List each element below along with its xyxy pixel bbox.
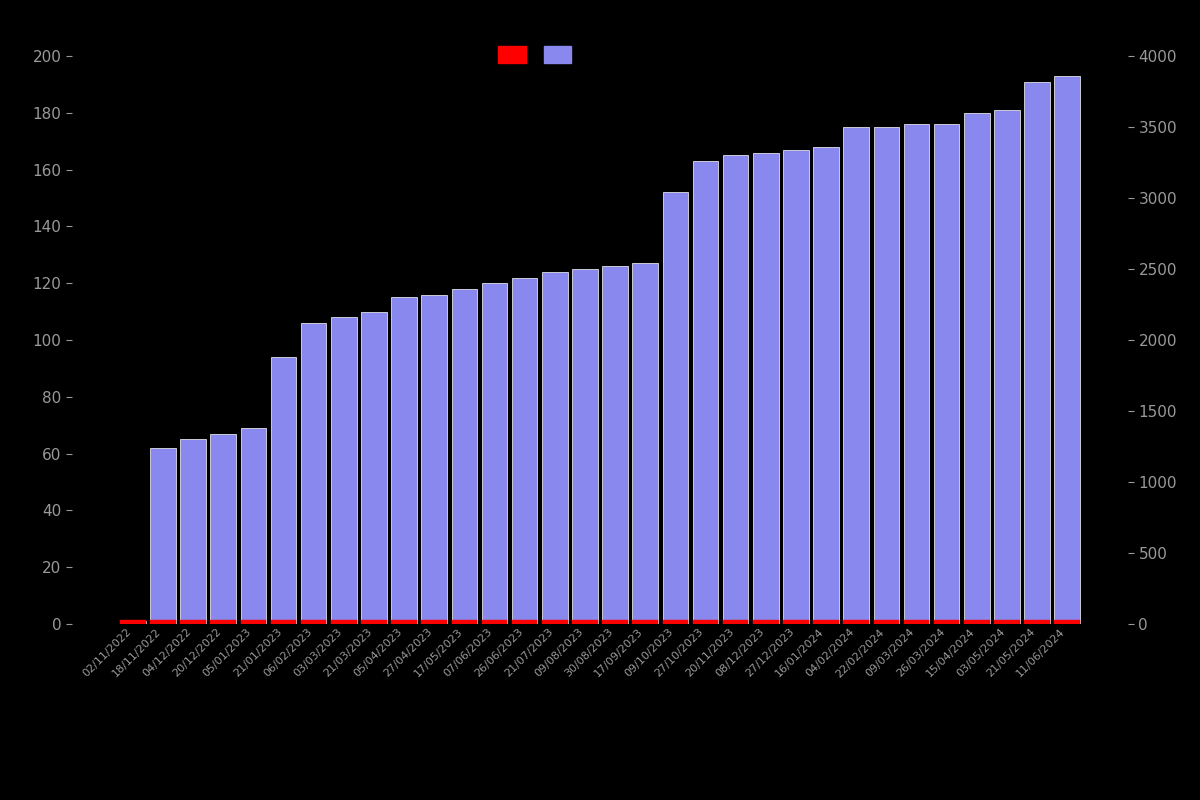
Bar <box>271 357 296 624</box>
Bar <box>784 620 809 624</box>
Bar <box>722 620 749 624</box>
Bar <box>844 620 869 624</box>
Bar <box>451 289 478 624</box>
Bar <box>904 620 929 624</box>
Bar <box>964 113 990 624</box>
Bar <box>331 620 356 624</box>
Bar <box>210 434 236 624</box>
Bar <box>1055 620 1080 624</box>
Bar <box>240 428 266 624</box>
Bar <box>572 620 598 624</box>
Bar <box>934 124 960 624</box>
Bar <box>271 620 296 624</box>
Bar <box>481 620 508 624</box>
Bar <box>120 620 145 624</box>
Bar <box>1055 76 1080 624</box>
Bar <box>512 620 538 624</box>
Bar <box>752 620 779 624</box>
Bar <box>602 620 628 624</box>
Bar <box>662 192 688 624</box>
Bar <box>692 620 719 624</box>
Bar <box>301 620 326 624</box>
Bar <box>814 147 839 624</box>
Bar <box>904 124 929 624</box>
Bar <box>1025 620 1050 624</box>
Bar <box>632 263 658 624</box>
Bar <box>692 161 719 624</box>
Bar <box>150 620 175 624</box>
Bar <box>662 620 688 624</box>
Bar <box>481 283 508 624</box>
Bar <box>994 620 1020 624</box>
Bar <box>844 127 869 624</box>
Bar <box>572 269 598 624</box>
Bar <box>542 620 568 624</box>
Bar <box>1025 82 1050 624</box>
Bar <box>180 439 206 624</box>
Bar <box>391 298 416 624</box>
Bar <box>512 278 538 624</box>
Bar <box>602 266 628 624</box>
Bar <box>451 620 478 624</box>
Bar <box>722 155 749 624</box>
Bar <box>240 620 266 624</box>
Bar <box>361 312 386 624</box>
Bar <box>814 620 839 624</box>
Bar <box>542 272 568 624</box>
Bar <box>632 620 658 624</box>
Bar <box>964 620 990 624</box>
Bar <box>752 153 779 624</box>
Legend: , : , <box>492 40 581 68</box>
Bar <box>180 620 206 624</box>
Bar <box>421 294 448 624</box>
Bar <box>934 620 960 624</box>
Bar <box>874 127 899 624</box>
Bar <box>120 621 145 624</box>
Bar <box>210 620 236 624</box>
Bar <box>874 620 899 624</box>
Bar <box>150 448 175 624</box>
Bar <box>994 110 1020 624</box>
Bar <box>301 323 326 624</box>
Bar <box>361 620 386 624</box>
Bar <box>391 620 416 624</box>
Bar <box>784 150 809 624</box>
Bar <box>421 620 448 624</box>
Bar <box>331 318 356 624</box>
